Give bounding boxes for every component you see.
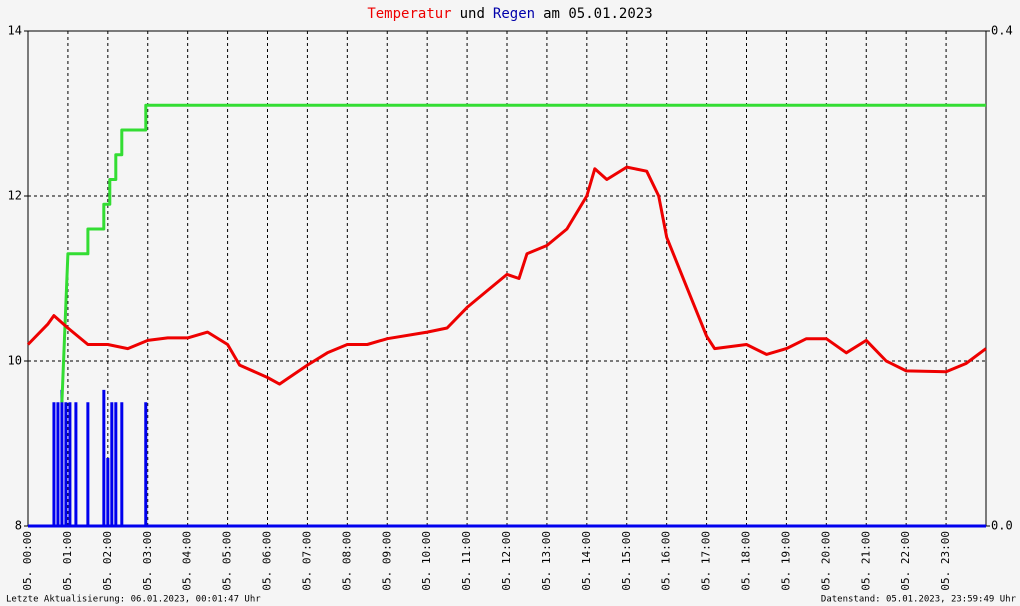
title-part: und: [460, 6, 485, 22]
title-part: Temperatur: [367, 6, 451, 22]
x-tick-label: 05. 06:00: [261, 531, 274, 591]
rain-bar: [86, 402, 90, 526]
rain-bar: [64, 402, 68, 526]
y2-tick-label: 0.4: [991, 24, 1013, 38]
data-line: [60, 103, 986, 403]
footer-right: Datenstand: 05.01.2023, 23:59:49 Uhr: [821, 595, 1017, 605]
x-tick-label: 05. 17:00: [700, 531, 713, 591]
x-tick-label: 05. 02:00: [101, 531, 114, 591]
rain-bar: [144, 402, 148, 526]
rain-bar: [110, 402, 114, 526]
y2-tick-label: 0.0: [991, 519, 1013, 533]
rain-bar: [114, 402, 118, 526]
chart-title: Temperatur und Regen am 05.01.2023: [367, 6, 652, 22]
x-tick-label: 05. 13:00: [540, 531, 553, 591]
y-tick-label: 14: [8, 24, 22, 38]
title-part: am 05.01.2023: [543, 6, 653, 22]
x-tick-label: 05. 15:00: [620, 531, 633, 591]
footer-left: Letzte Aktualisierung: 06.01.2023, 00:01…: [6, 595, 261, 605]
data-line: [26, 165, 987, 386]
x-tick-label: 05. 10:00: [420, 531, 433, 591]
x-tick-label: 05. 14:00: [580, 531, 593, 591]
y-tick-label: 8: [15, 519, 22, 533]
y-tick-label: 12: [8, 189, 22, 203]
rain-bar: [106, 457, 110, 526]
x-tick-label: 05. 09:00: [380, 531, 393, 591]
x-tick-label: 05. 12:00: [500, 531, 513, 591]
rain-bar: [74, 402, 78, 526]
x-tick-label: 05. 00:00: [21, 531, 34, 591]
x-tick-label: 05. 20:00: [819, 531, 832, 591]
rain-bar: [56, 402, 60, 526]
x-tick-label: 05. 07:00: [300, 531, 313, 591]
x-tick-label: 05. 22:00: [899, 531, 912, 591]
y-tick-label: 10: [8, 354, 22, 368]
x-tick-label: 05. 21:00: [859, 531, 872, 591]
x-tick-label: 05. 19:00: [779, 531, 792, 591]
rain-bar: [120, 402, 124, 526]
x-tick-label: 05. 05:00: [221, 531, 234, 591]
x-tick-label: 05. 04:00: [181, 531, 194, 591]
title-part: Regen: [493, 6, 535, 22]
rain-bar: [60, 389, 64, 526]
x-tick-label: 05. 11:00: [460, 531, 473, 591]
x-tick-label: 05. 23:00: [939, 531, 952, 591]
x-tick-label: 05. 16:00: [660, 531, 673, 591]
x-tick-label: 05. 03:00: [141, 531, 154, 591]
x-tick-label: 05. 01:00: [61, 531, 74, 591]
rain-bar: [68, 402, 72, 526]
x-tick-label: 05. 18:00: [740, 531, 753, 591]
rain-bar: [52, 402, 56, 526]
x-tick-label: 05. 08:00: [340, 531, 353, 591]
rain-bar: [102, 389, 106, 526]
